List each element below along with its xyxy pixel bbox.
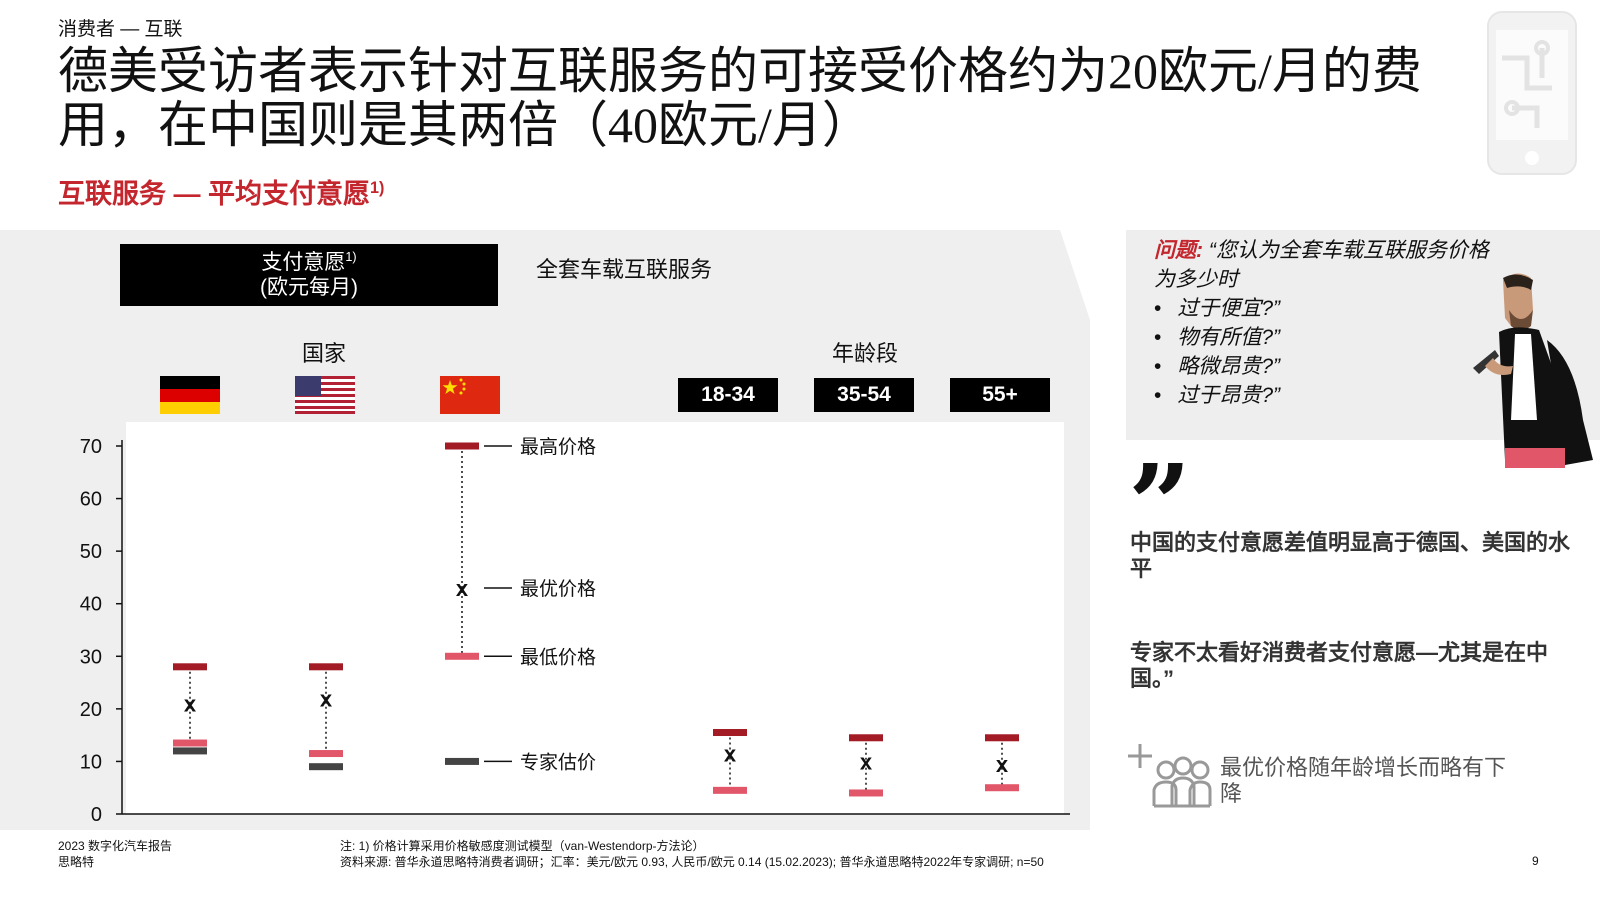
option-too-cheap: 过于便宜?” [1154,294,1280,323]
quote-icon: ” [1128,440,1192,569]
question-options: 过于便宜?” 物有所值?” 略微昂贵?” 过于昂贵?” [1154,294,1280,410]
subtitle-text: 互联服务 — 平均支付意愿 [58,179,371,209]
footer-source: 资料来源: 普华永道思略特消费者调研；汇率：美元/欧元 0.93, 人民币/欧元… [340,855,1044,869]
wtp-unit: (欧元每月) [260,276,358,299]
option-good-value: 物有所值?” [1154,323,1280,352]
footer-report-info: 2023 数字化汽车报告 思略特 [58,838,172,870]
age-tag-55-plus: 55+ [950,378,1050,412]
china-flag-icon [440,376,500,414]
footer-notes: 注: 1) 价格计算采用价格敏感度测试模型（van-Westendorp-方法论… [340,838,1044,870]
footer-company: 思略特 [58,855,95,869]
chart-panel-background [0,230,1090,830]
page-title: 德美受访者表示针对互联服务的可接受价格约为20欧元/月的费用，在中国则是其两倍（… [58,43,1422,153]
country-group-label: 国家 [301,341,346,366]
subtitle-footnote: 1) [370,179,385,197]
age-group-label: 年龄段 [831,341,898,366]
connected-phone-icon [1487,11,1577,175]
section-kicker: 消费者 — 互联 [58,19,183,40]
usa-flag-icon [295,376,355,414]
person-with-phone-illustration [1473,273,1593,468]
quote-experts: 专家不太看好消费者支付意愿—尤其是在中国。” [1130,640,1549,691]
age-tag-35-54: 35-54 [814,378,914,412]
footer-note: 注: 1) 价格计算采用价格敏感度测试模型（van-Westendorp-方法论… [340,839,705,853]
survey-question: 问题: “您认为全套车载互联服务价格为多少时 [1154,236,1494,294]
wtp-footnote: 1) [345,250,357,264]
quote-china-gap: 中国的支付意愿差值明显高于德国、美国的水平 [1130,530,1571,581]
age-group-people-icon [1128,744,1212,808]
wtp-unit-header: 支付意愿1) (欧元每月) [120,244,498,306]
question-label: 问题: [1154,239,1203,262]
chart-subtitle: 互联服务 — 平均支付意愿1) [58,172,384,211]
age-tag-18-34: 18-34 [678,378,778,412]
scope-label: 全套车载互联服务 [536,257,713,282]
germany-flag-icon [160,376,220,414]
option-slightly-expensive: 略微昂贵?” [1154,352,1280,381]
footer-report: 2023 数字化汽车报告 [58,839,173,853]
question-text: “您认为全套车载互联服务价格为多少时 [1154,239,1489,291]
age-insight: 最优价格随年龄增长而略有下降 [1220,755,1507,806]
wtp-label: 支付意愿 [261,251,346,274]
page-number: 9 [1532,854,1539,868]
option-too-expensive: 过于昂贵?” [1154,381,1280,410]
